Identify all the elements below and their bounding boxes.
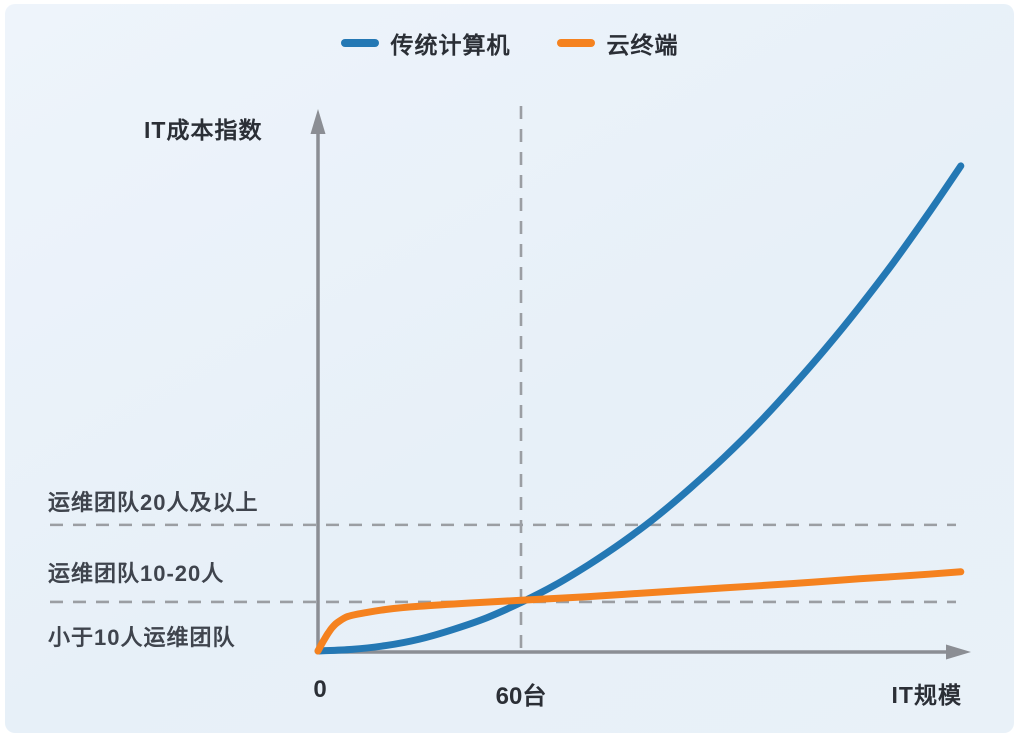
axes bbox=[310, 109, 971, 660]
legend-marker-traditional bbox=[340, 39, 379, 47]
series-lines bbox=[314, 162, 965, 655]
legend-item-cloud: 云终端 bbox=[556, 26, 679, 60]
legend-item-traditional: 传统计算机 bbox=[340, 26, 511, 60]
x-axis-title: IT规模 bbox=[891, 682, 962, 708]
annotation-team-under10: 小于10人运维团队 bbox=[48, 625, 236, 650]
legend: 传统计算机 云终端 bbox=[0, 26, 1019, 60]
legend-marker-cloud bbox=[556, 39, 595, 47]
x-axis-arrow-icon bbox=[946, 644, 971, 660]
series-line-traditional-computer bbox=[314, 162, 965, 655]
x-tick-zero: 0 bbox=[313, 676, 327, 703]
legend-label-cloud: 云终端 bbox=[606, 32, 679, 58]
y-axis-arrow-icon bbox=[310, 109, 326, 134]
y-axis-title: IT成本指数 bbox=[144, 117, 263, 143]
series-line-cloud-terminal bbox=[314, 568, 965, 655]
reference-lines bbox=[50, 106, 956, 648]
legend-label-traditional: 传统计算机 bbox=[390, 32, 511, 58]
annotation-team-20plus: 运维团队20人及以上 bbox=[48, 490, 259, 515]
annotation-team-10-20: 运维团队10-20人 bbox=[48, 561, 225, 586]
x-tick-60units: 60台 bbox=[495, 683, 547, 710]
